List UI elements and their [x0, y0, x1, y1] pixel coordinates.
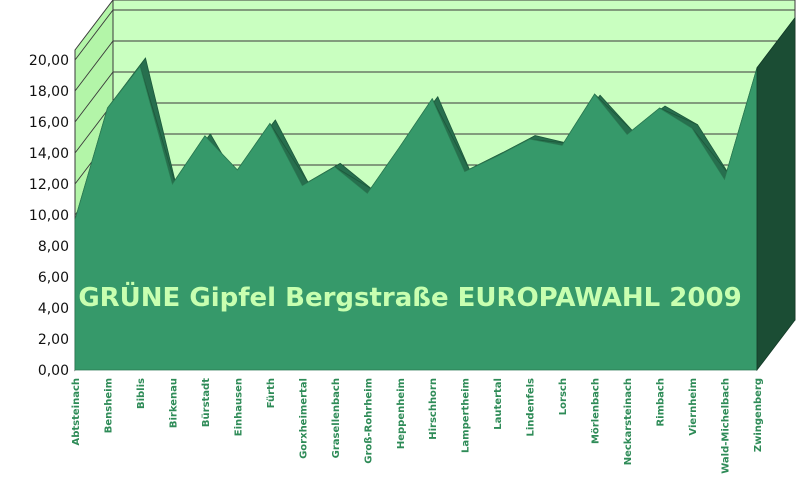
x-tick-label: Mörlenbach [591, 378, 602, 444]
x-axis: Abtsteinach Bensheim Biblis Birkenau Bürstad… [71, 378, 764, 474]
x-tick-label: Birkenau [168, 378, 179, 428]
x-tick-label: Lorsch [558, 378, 569, 415]
x-tick-label: Groß-Rohrheim [363, 378, 374, 464]
y-tick-label: 12,00 [29, 177, 69, 193]
y-axis: 0,00 2,00 4,00 6,00 8,00 10,00 12,00 14,00 16,00… [29, 53, 69, 379]
y-tick-label: 10,00 [29, 208, 69, 224]
x-tick-label: Hirschhorn [428, 378, 439, 440]
x-tick-label: Biblis [136, 378, 147, 409]
y-tick-label: 2,00 [38, 332, 69, 348]
x-tick-label: Einhausen [233, 378, 244, 436]
x-tick-label: Bensheim [103, 378, 114, 433]
x-tick-label: Neckarsteinach [623, 378, 634, 465]
y-tick-label: 18,00 [29, 84, 69, 100]
x-tick-label: Viernheim [688, 378, 699, 436]
x-tick-label: Lindenfels [526, 378, 537, 437]
y-tick-label: 14,00 [29, 146, 69, 162]
y-tick-label: 4,00 [38, 301, 69, 317]
x-tick-label: Bürstadt [201, 378, 212, 427]
y-tick-label: 16,00 [29, 115, 69, 131]
series-layer [74, 16, 796, 372]
series-front-face [74, 65, 758, 371]
grid-line [74, 9, 795, 61]
x-tick-label: Rimbach [656, 378, 667, 427]
grid-line [74, 71, 795, 123]
grid-line [74, 40, 795, 92]
chart-title: GRÜNE Gipfel Bergstraße EUROPAWAHL 2009 [78, 280, 741, 313]
x-tick-label: Zwingenberg [753, 378, 764, 452]
y-tick-label: 8,00 [38, 239, 69, 255]
x-tick-label: Abtsteinach [71, 378, 82, 446]
x-tick-label: Wald-Michelbach [721, 378, 732, 474]
x-tick-label: Heppenheim [396, 378, 407, 449]
x-tick-label: Fürth [266, 378, 277, 408]
x-tick-label: Gorxheimertal [298, 378, 309, 459]
y-tick-label: 0,00 [38, 363, 69, 379]
x-tick-label: Lampertheim [461, 378, 472, 453]
x-tick-label: Lautertal [493, 378, 504, 430]
y-tick-label: 20,00 [29, 53, 69, 69]
x-tick-label: Grasellenbach [331, 378, 342, 458]
y-tick-label: 6,00 [38, 270, 69, 286]
series-side-face [756, 16, 796, 372]
